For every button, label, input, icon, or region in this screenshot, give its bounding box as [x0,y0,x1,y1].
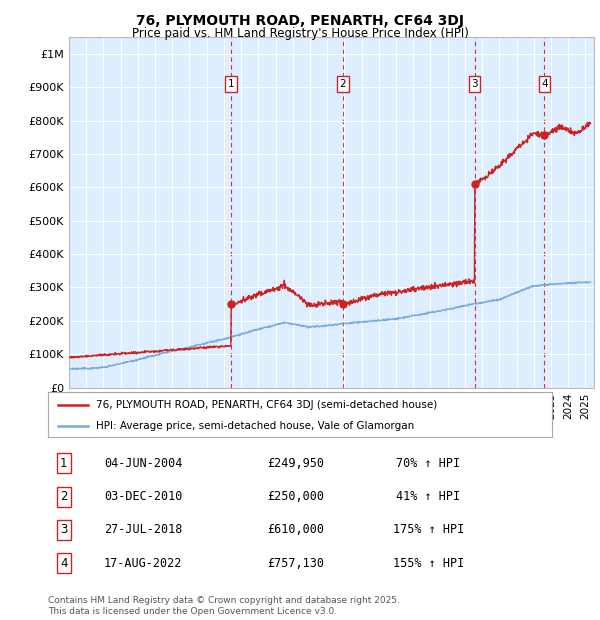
Text: £757,130: £757,130 [268,557,325,570]
Text: 27-JUL-2018: 27-JUL-2018 [104,523,182,536]
Text: 41% ↑ HPI: 41% ↑ HPI [396,490,460,503]
Text: 3: 3 [60,523,68,536]
Text: HPI: Average price, semi-detached house, Vale of Glamorgan: HPI: Average price, semi-detached house,… [96,421,414,431]
Text: 70% ↑ HPI: 70% ↑ HPI [396,457,460,470]
Text: 76, PLYMOUTH ROAD, PENARTH, CF64 3DJ: 76, PLYMOUTH ROAD, PENARTH, CF64 3DJ [136,14,464,28]
Text: 155% ↑ HPI: 155% ↑ HPI [392,557,464,570]
Text: 175% ↑ HPI: 175% ↑ HPI [392,523,464,536]
Text: £250,000: £250,000 [268,490,325,503]
Text: 04-JUN-2004: 04-JUN-2004 [104,457,182,470]
Text: 2: 2 [60,490,68,503]
Text: £249,950: £249,950 [268,457,325,470]
Text: 4: 4 [541,79,548,89]
Text: 3: 3 [471,79,478,89]
Text: 76, PLYMOUTH ROAD, PENARTH, CF64 3DJ (semi-detached house): 76, PLYMOUTH ROAD, PENARTH, CF64 3DJ (se… [96,400,437,410]
Text: 1: 1 [60,457,68,470]
Text: 4: 4 [60,557,68,570]
Text: 2: 2 [340,79,346,89]
Text: 1: 1 [228,79,235,89]
Text: 17-AUG-2022: 17-AUG-2022 [104,557,182,570]
Text: Price paid vs. HM Land Registry's House Price Index (HPI): Price paid vs. HM Land Registry's House … [131,27,469,40]
Text: £610,000: £610,000 [268,523,325,536]
Text: 03-DEC-2010: 03-DEC-2010 [104,490,182,503]
Text: Contains HM Land Registry data © Crown copyright and database right 2025.
This d: Contains HM Land Registry data © Crown c… [48,596,400,616]
